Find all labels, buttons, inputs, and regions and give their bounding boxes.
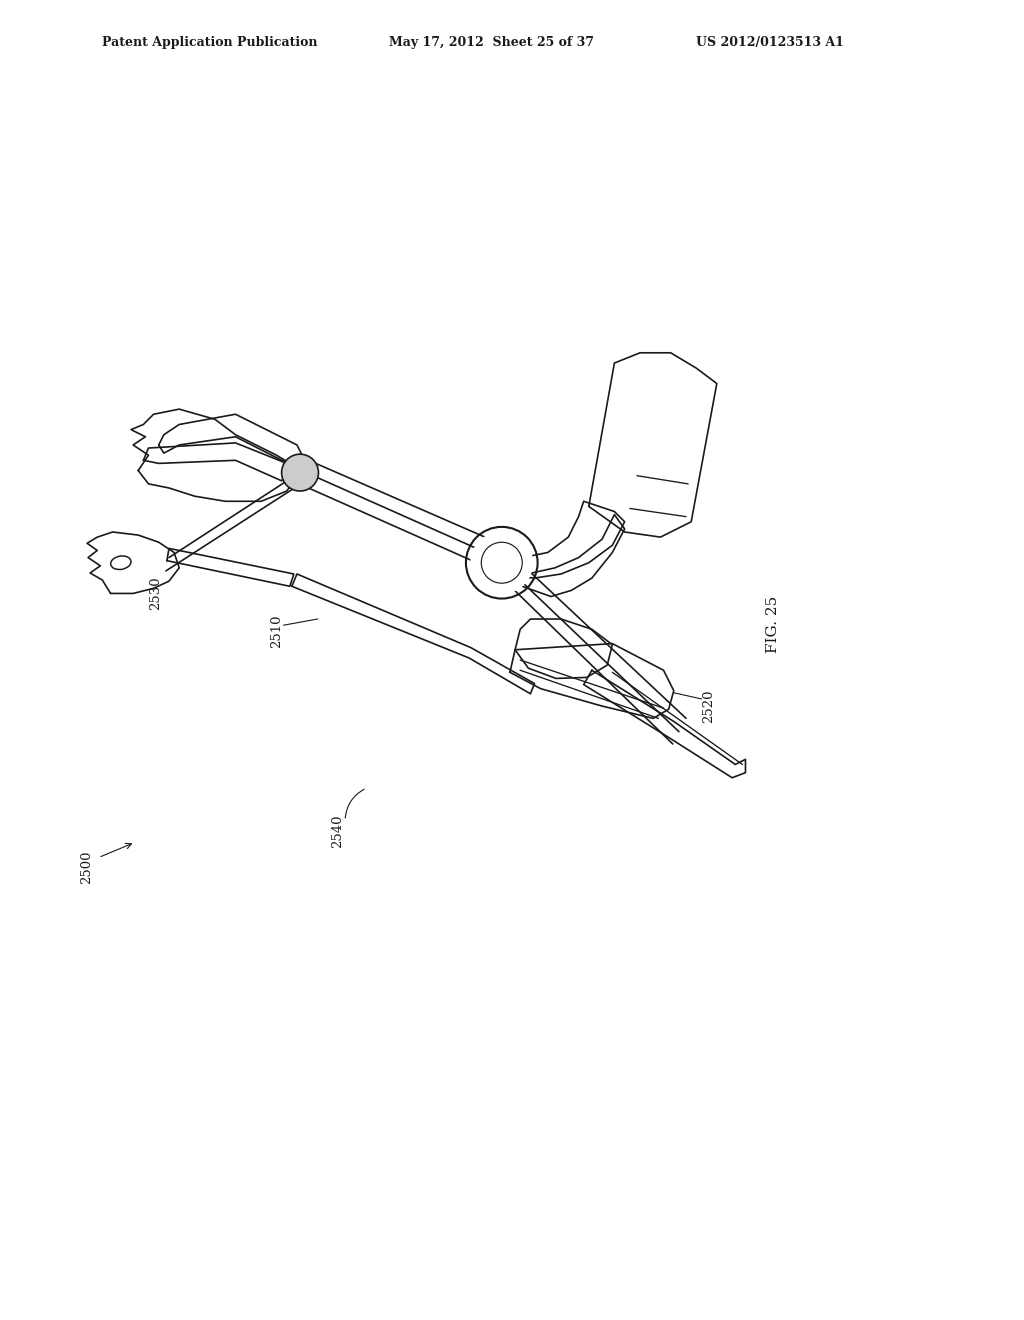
Text: 2540: 2540: [332, 814, 344, 847]
Ellipse shape: [111, 556, 131, 569]
Circle shape: [471, 532, 532, 594]
Text: FIG. 25: FIG. 25: [766, 595, 780, 653]
Polygon shape: [159, 414, 302, 466]
Circle shape: [282, 454, 318, 491]
Text: 2500: 2500: [81, 850, 93, 883]
Polygon shape: [143, 444, 292, 480]
Polygon shape: [584, 671, 745, 777]
Text: 2520: 2520: [702, 689, 715, 723]
Polygon shape: [292, 574, 535, 694]
Polygon shape: [515, 619, 612, 678]
Polygon shape: [510, 644, 674, 718]
Text: 2530: 2530: [150, 577, 162, 610]
Text: US 2012/0123513 A1: US 2012/0123513 A1: [696, 36, 844, 49]
Polygon shape: [131, 409, 302, 502]
Polygon shape: [502, 502, 625, 578]
Polygon shape: [589, 352, 717, 537]
Polygon shape: [167, 548, 294, 586]
Text: May 17, 2012  Sheet 25 of 37: May 17, 2012 Sheet 25 of 37: [389, 36, 594, 49]
Polygon shape: [500, 515, 625, 597]
Polygon shape: [87, 532, 179, 594]
Text: Patent Application Publication: Patent Application Publication: [102, 36, 317, 49]
Text: 2510: 2510: [270, 615, 283, 648]
